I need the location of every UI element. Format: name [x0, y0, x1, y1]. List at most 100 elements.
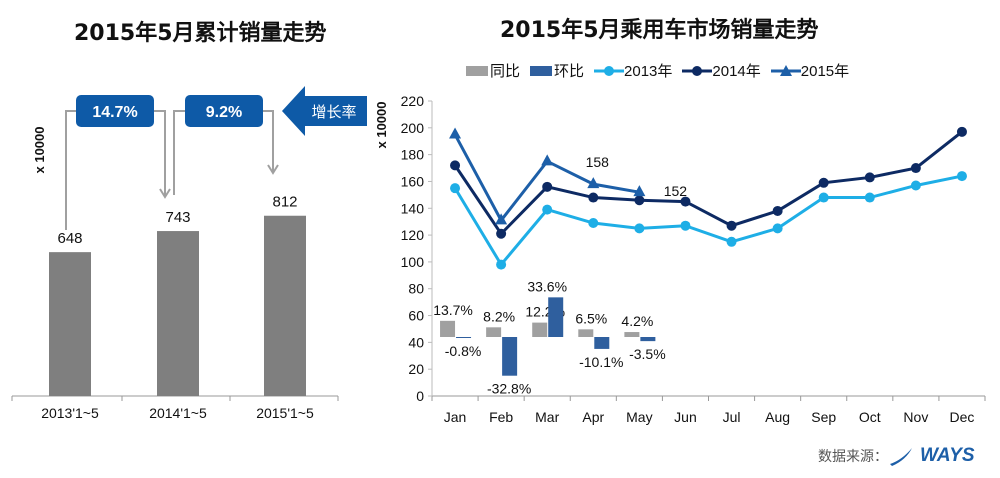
data-point — [634, 223, 645, 234]
y-tick-label: 120 — [401, 227, 425, 243]
line-circle-icon — [594, 65, 625, 76]
y-axis-unit: x 10000 — [374, 102, 389, 149]
legend-label: 环比 — [554, 63, 585, 80]
x-tick-label: Jun — [674, 409, 697, 425]
yoy-label: 4.2% — [621, 313, 653, 329]
legend-swatch — [530, 65, 553, 76]
data-point — [542, 204, 553, 215]
y-tick-label: 220 — [401, 93, 425, 109]
x-tick-label: Jan — [444, 409, 467, 425]
bar-1 — [157, 231, 199, 396]
mom-bar — [594, 337, 610, 349]
data-source: 数据来源： WAYS — [818, 445, 975, 467]
growth-callout — [185, 95, 263, 127]
growth-callout — [76, 95, 154, 127]
data-point — [634, 195, 645, 206]
growth-connector — [263, 110, 274, 173]
x-tick-label: 2013'1~5 — [41, 405, 99, 421]
y-tick-label: 100 — [401, 254, 425, 270]
ways-logo: WAYS — [920, 445, 975, 466]
data-point — [726, 220, 737, 231]
left-chart-title: 2015年5月累计销量走势 — [74, 21, 327, 46]
data-point — [588, 218, 599, 229]
yoy-bar — [440, 320, 456, 337]
x-tick-label: Mar — [535, 409, 559, 425]
yoy-label: 6.5% — [575, 310, 607, 326]
x-tick-label: Oct — [859, 409, 881, 425]
legend-swatch — [466, 65, 488, 76]
legend-label: 同比 — [490, 63, 521, 80]
y-tick-label: 140 — [401, 200, 425, 216]
growth-connector — [65, 110, 76, 230]
x-tick-label: 2014'1~5 — [149, 405, 207, 421]
yoy-label: 8.2% — [483, 308, 515, 324]
data-point — [864, 172, 875, 183]
growth-connector — [154, 110, 166, 197]
data-point — [956, 126, 967, 137]
y-tick-label: 20 — [408, 361, 424, 377]
y-tick-label: 40 — [408, 334, 424, 350]
bar-0 — [49, 252, 91, 396]
data-point — [588, 192, 599, 203]
data-point — [772, 223, 783, 234]
line-circle-icon — [682, 65, 713, 76]
yoy-label: 13.7% — [433, 302, 473, 318]
bar-value-label: 812 — [272, 194, 297, 211]
data-point — [864, 192, 875, 203]
series-line-2013年 — [453, 174, 963, 268]
y-tick-label: 0 — [416, 388, 424, 404]
arrow-down-icon — [267, 164, 279, 175]
ways-logo-icon — [890, 448, 912, 466]
legend-2015: 2015年 — [770, 60, 850, 81]
data-point — [450, 183, 461, 194]
mom-label: 33.6% — [527, 278, 567, 294]
data-point — [680, 220, 691, 231]
legend-2014: 2014年 — [682, 60, 761, 81]
yoy-bar — [624, 332, 640, 337]
data-point — [818, 192, 829, 203]
arrow-down-icon — [159, 188, 171, 199]
data-point — [449, 127, 462, 139]
legend-mom: 环比 — [530, 60, 584, 81]
mom-label: -0.8% — [445, 343, 482, 359]
y-tick-label: 160 — [401, 173, 425, 189]
yoy-bar — [578, 329, 594, 337]
legend-2013: 2013年 — [594, 60, 672, 81]
data-point — [496, 259, 507, 270]
growth-rate-label: 9.2% — [206, 104, 242, 121]
data-label: 158 — [586, 154, 610, 170]
x-tick-label: Dec — [950, 409, 975, 425]
series-line-2014年 — [453, 130, 963, 237]
x-tick-label: Nov — [903, 409, 928, 425]
growth-arrow-label: 增长率 — [311, 103, 356, 121]
yoy-bar — [486, 327, 502, 337]
yoy-bar — [532, 322, 548, 337]
mom-bar — [548, 297, 564, 337]
x-tick-label: Aug — [765, 409, 790, 425]
legend-label: 2015年 — [800, 63, 850, 80]
x-tick-label: 2015'1~5 — [256, 405, 314, 421]
data-point — [496, 228, 507, 239]
x-tick-label: May — [626, 409, 652, 425]
x-tick-label: Apr — [582, 409, 604, 425]
y-axis-unit: x 10000 — [32, 127, 47, 174]
mom-bar — [502, 337, 518, 376]
data-point — [495, 213, 508, 225]
legend-yoy: 同比 — [466, 60, 520, 81]
y-tick-label: 180 — [401, 147, 425, 163]
right-chart-title: 2015年5月乘用车市场销量走势 — [500, 18, 819, 43]
data-point — [633, 185, 646, 197]
y-tick-label: 80 — [408, 281, 424, 297]
data-point — [956, 171, 967, 182]
line-triangle-icon — [770, 64, 801, 76]
mom-label: -32.8% — [487, 381, 531, 397]
data-point — [450, 160, 461, 171]
bar-value-label: 648 — [57, 230, 82, 247]
bar-2 — [264, 215, 306, 396]
growth-connector — [173, 110, 185, 195]
bar-value-label: 743 — [165, 209, 190, 226]
growth-rate-label: 14.7% — [92, 104, 137, 121]
y-tick-label: 60 — [408, 308, 424, 324]
data-label: 152 — [664, 183, 688, 199]
